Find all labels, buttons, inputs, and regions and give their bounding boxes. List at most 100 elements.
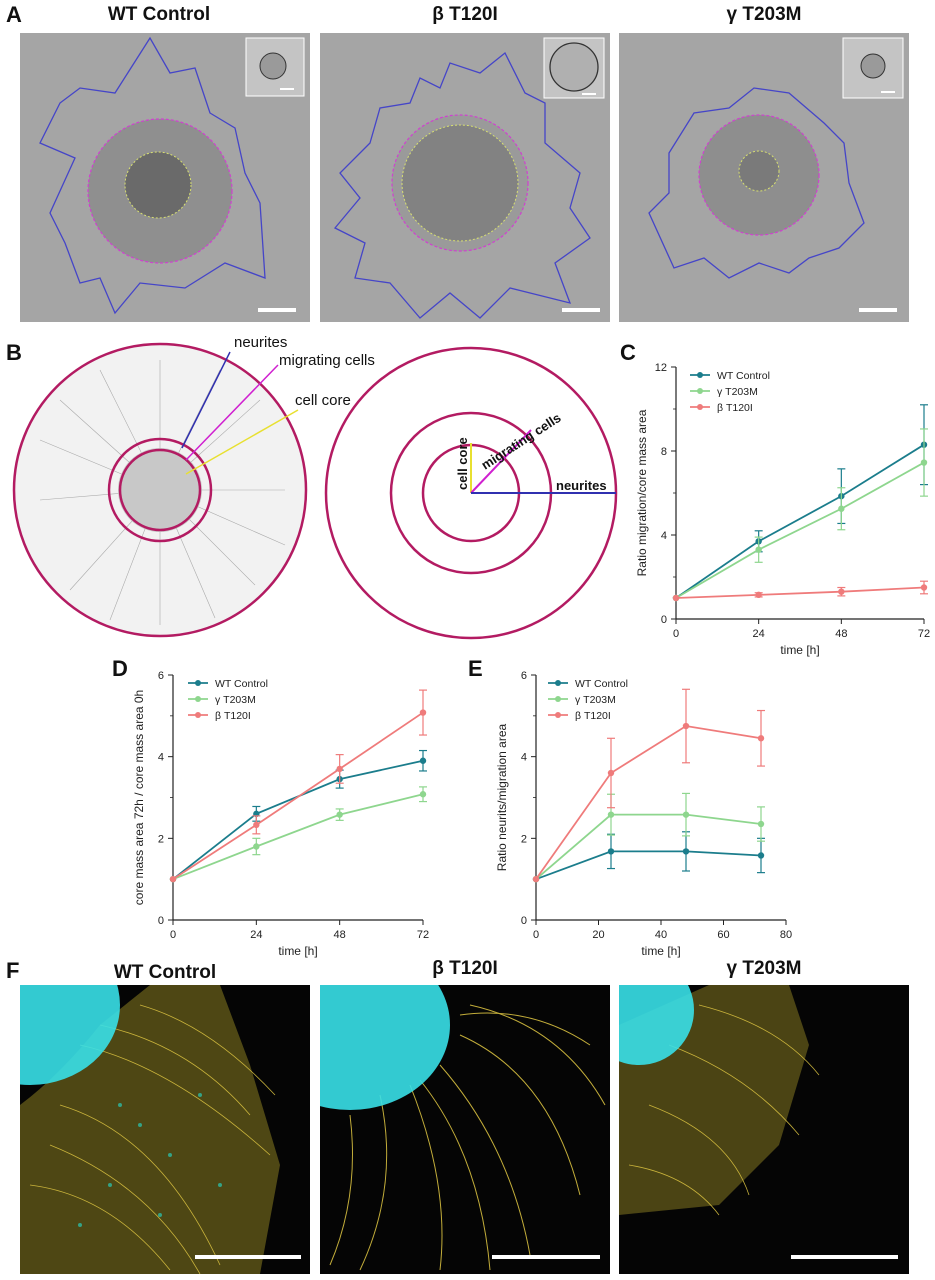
x-tick-label: 48 bbox=[835, 628, 847, 640]
neurites-pointer bbox=[181, 351, 231, 449]
x-axis-label: time [h] bbox=[780, 643, 819, 657]
series--t203m bbox=[169, 786, 427, 883]
data-point bbox=[419, 757, 427, 764]
panel-f-title-gamma: γ T203M bbox=[726, 958, 802, 979]
neurite-outline bbox=[39, 36, 266, 315]
legend-label: WT Control bbox=[575, 678, 628, 690]
panel-b-letter: B bbox=[6, 340, 22, 365]
panel-f-image-wt bbox=[20, 985, 310, 1274]
photo-migration-ring bbox=[107, 437, 213, 543]
panel-a-image-beta bbox=[320, 33, 610, 322]
legend-label: β T120I bbox=[717, 402, 753, 414]
data-point bbox=[607, 848, 615, 855]
legend-swatch-dot bbox=[555, 680, 561, 686]
x-tick-label: 80 bbox=[780, 929, 792, 941]
y-tick-label: 8 bbox=[661, 446, 667, 458]
panel-a-image-wt bbox=[20, 33, 310, 322]
y-tick-label: 6 bbox=[521, 670, 527, 682]
legend-swatch-dot bbox=[697, 404, 703, 410]
core-pointer bbox=[185, 409, 299, 475]
data-point bbox=[419, 791, 427, 798]
y-tick-label: 4 bbox=[521, 752, 527, 764]
data-point bbox=[169, 875, 177, 883]
panel-f-image-gamma bbox=[619, 985, 909, 1274]
panel-a-title-wt: WT Control bbox=[107, 4, 211, 25]
data-point bbox=[607, 811, 615, 818]
data-point bbox=[757, 852, 765, 859]
series--t203m bbox=[672, 428, 928, 602]
x-tick-label: 0 bbox=[170, 929, 176, 941]
y-tick-label: 0 bbox=[521, 915, 527, 927]
data-point bbox=[336, 765, 343, 773]
series-line bbox=[535, 725, 762, 880]
label-core: cell core bbox=[295, 392, 351, 409]
data-point bbox=[757, 820, 765, 828]
x-tick-label: 48 bbox=[334, 929, 346, 941]
data-point bbox=[419, 709, 427, 716]
data-point bbox=[336, 811, 343, 818]
data-point bbox=[607, 769, 615, 777]
series--t203m bbox=[532, 792, 765, 883]
label-neurites: neurites bbox=[234, 334, 287, 351]
series-line bbox=[172, 759, 424, 880]
photo-core-ring bbox=[118, 448, 202, 532]
series-line bbox=[172, 711, 424, 880]
data-point bbox=[682, 848, 690, 855]
legend-swatch-dot bbox=[195, 680, 201, 686]
y-axis-label: core mass area 72h / core mass area 0h bbox=[132, 690, 146, 905]
x-tick-label: 40 bbox=[655, 929, 667, 941]
core-area bbox=[739, 151, 779, 191]
core-area bbox=[125, 152, 191, 218]
data-point bbox=[755, 546, 762, 553]
panel-b-figure: neurites migrating cells cell core cell … bbox=[12, 334, 618, 640]
y-axis-label: Ratio migration/core mass area bbox=[635, 409, 649, 576]
panel-f-letter: F bbox=[6, 958, 20, 983]
label-migrating: migrating cells bbox=[279, 352, 375, 369]
legend-swatch-dot bbox=[195, 696, 201, 702]
y-tick-label: 2 bbox=[158, 833, 164, 845]
y-tick-label: 4 bbox=[158, 752, 164, 764]
y-tick-label: 4 bbox=[661, 530, 667, 542]
panel-a-letter: A bbox=[6, 2, 22, 27]
x-tick-label: 60 bbox=[717, 929, 729, 941]
y-tick-label: 6 bbox=[158, 670, 164, 682]
series-wt-control bbox=[532, 831, 765, 883]
panel-a-title-gamma: γ T203M bbox=[726, 4, 802, 25]
legend-label: WT Control bbox=[215, 678, 268, 690]
core-area bbox=[402, 125, 518, 241]
x-tick-label: 0 bbox=[673, 628, 679, 640]
data-point bbox=[838, 588, 845, 595]
data-point bbox=[920, 584, 928, 591]
panel-f-title-wt: WT Control bbox=[113, 962, 217, 983]
series--t120i bbox=[672, 580, 928, 602]
y-tick-label: 0 bbox=[661, 614, 667, 626]
y-axis-label: Ratio neurits/migration area bbox=[495, 723, 509, 871]
series-line bbox=[675, 443, 925, 599]
panel-c-letter: C bbox=[620, 340, 636, 365]
legend-label: β T120I bbox=[215, 710, 251, 722]
data-point bbox=[253, 843, 260, 850]
series-wt-control bbox=[169, 749, 427, 883]
series-wt-control bbox=[672, 404, 928, 602]
legend-swatch-dot bbox=[697, 372, 703, 378]
x-tick-label: 72 bbox=[417, 929, 429, 941]
neurite-outline bbox=[333, 51, 591, 319]
legend-swatch-dot bbox=[697, 388, 703, 394]
legend-label: γ T203M bbox=[215, 694, 256, 706]
series-line bbox=[675, 586, 925, 599]
x-axis-label: time [h] bbox=[641, 944, 680, 958]
data-point bbox=[532, 875, 540, 883]
data-point bbox=[920, 459, 928, 466]
data-point bbox=[755, 591, 762, 599]
schematic-migrating-label: migrating cells bbox=[478, 410, 563, 473]
x-tick-label: 24 bbox=[250, 929, 262, 941]
x-tick-label: 72 bbox=[918, 628, 930, 640]
data-point bbox=[672, 594, 680, 602]
schematic-neurites-label: neurites bbox=[556, 478, 607, 493]
series-line bbox=[675, 461, 925, 599]
migrating-pointer bbox=[185, 364, 279, 461]
panel-f-image-beta bbox=[320, 985, 610, 1274]
